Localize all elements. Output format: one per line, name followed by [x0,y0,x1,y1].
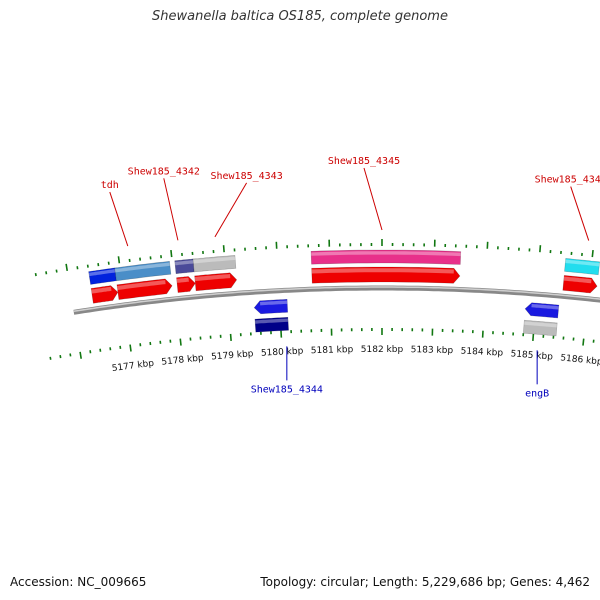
outer-major-tick [222,245,225,253]
gene-label: engB [525,388,549,399]
gene-label: Shew185_4343 [210,171,282,182]
outer-major-tick [65,263,69,271]
gene-arrow-highlight [531,303,559,310]
scale-labels: 5177 kbp 5178 kbp 5179 kbp 5180 kbp 5181 kbp… [111,345,600,374]
cds-block-highlight [524,321,558,328]
cds-arrow-highlight [91,286,112,294]
outer-major-tick [539,245,542,253]
gene-arrow-highlight [260,300,288,306]
outer-tick-ring [34,238,594,277]
scale-tick-label: 5177 kbp [111,359,155,375]
inner-minor-tick [59,354,62,359]
inner-tick-ring [49,327,595,360]
gene-block[interactable] [310,249,462,265]
callout-leader [163,178,179,241]
gene-block-highlight [174,260,194,266]
cds-arrow-highlight [563,276,592,284]
inner-major-tick [532,333,535,342]
inner-major-tick [582,338,585,346]
cds-block-highlight [255,318,289,324]
gene-label: tdh [101,180,119,191]
cds-arrow-highlight [176,277,189,283]
cds-arrow[interactable] [194,272,238,292]
accession-label: Accession: NC_009665 [10,575,147,589]
outer-minor-tick [34,272,37,277]
gene-block[interactable] [192,255,237,273]
gene-block-highlight [193,256,236,264]
inner-major-tick [179,338,182,346]
genome-backbone [73,285,600,315]
backbone-arc [73,285,600,315]
scale-tick-label: 5182 kbp [361,345,404,355]
gene-block[interactable] [564,258,600,276]
scale-tick-label: 5183 kbp [411,345,454,356]
inner-minor-tick [49,356,52,360]
genome-summary: Topology: circular; Length: 5,229,686 bp… [260,575,590,589]
cds-arrow[interactable] [116,278,173,300]
gene-block[interactable] [114,260,172,282]
gene-label: Shew185_4344 [251,384,323,395]
scale-tick-label: 5180 kbp [261,347,304,359]
scale-tick-label: 5178 kbp [161,353,205,367]
gene-block-highlight [88,269,116,277]
outer-major-tick [591,250,594,258]
gene-arrow[interactable] [524,302,560,319]
cds-arrow[interactable] [176,276,196,293]
backbone-highlight [73,286,600,313]
callout-leader [109,191,129,247]
scale-tick-label: 5184 kbp [460,347,503,359]
inner-major-tick [79,351,82,359]
outer-major-tick [117,256,121,264]
gene-block-highlight [565,259,600,267]
inner-major-tick [229,333,232,342]
gene-block-highlight [311,251,461,257]
gene-label: Shew185_4342 [128,166,200,177]
inner-major-tick [129,344,132,352]
scale-tick-label: 5186 kbp [560,353,600,367]
cds-arrow-highlight [117,280,166,290]
cds-arrow[interactable] [562,275,598,294]
gene-arrow[interactable] [253,298,289,315]
scale-tick-label: 5179 kbp [211,349,254,362]
outer-major-tick [170,250,173,258]
gene-callouts: tdh Shew185_4342 Shew185_4343 Shew185_4345 S… [101,156,600,399]
cds-block[interactable] [254,316,289,333]
cds-block[interactable] [522,319,558,337]
callout-leader [214,182,248,238]
gene-label: Shew185_4347 [535,175,600,186]
cds-arrow-highlight [311,268,454,274]
callout-leader [363,167,383,231]
feature-track[interactable] [88,249,600,337]
callout-leader [570,186,590,241]
gene-label: Shew185_4345 [328,156,400,167]
cds-arrow[interactable] [311,266,461,284]
cds-arrow[interactable] [90,285,119,304]
gene-block-highlight [114,262,170,273]
scale-tick-label: 5181 kbp [311,345,354,356]
cds-arrow-highlight [194,274,231,282]
map-title: Shewanella baltica OS185, complete genom… [152,9,448,24]
outer-minor-tick [45,271,48,275]
scale-tick-label: 5185 kbp [510,349,553,362]
